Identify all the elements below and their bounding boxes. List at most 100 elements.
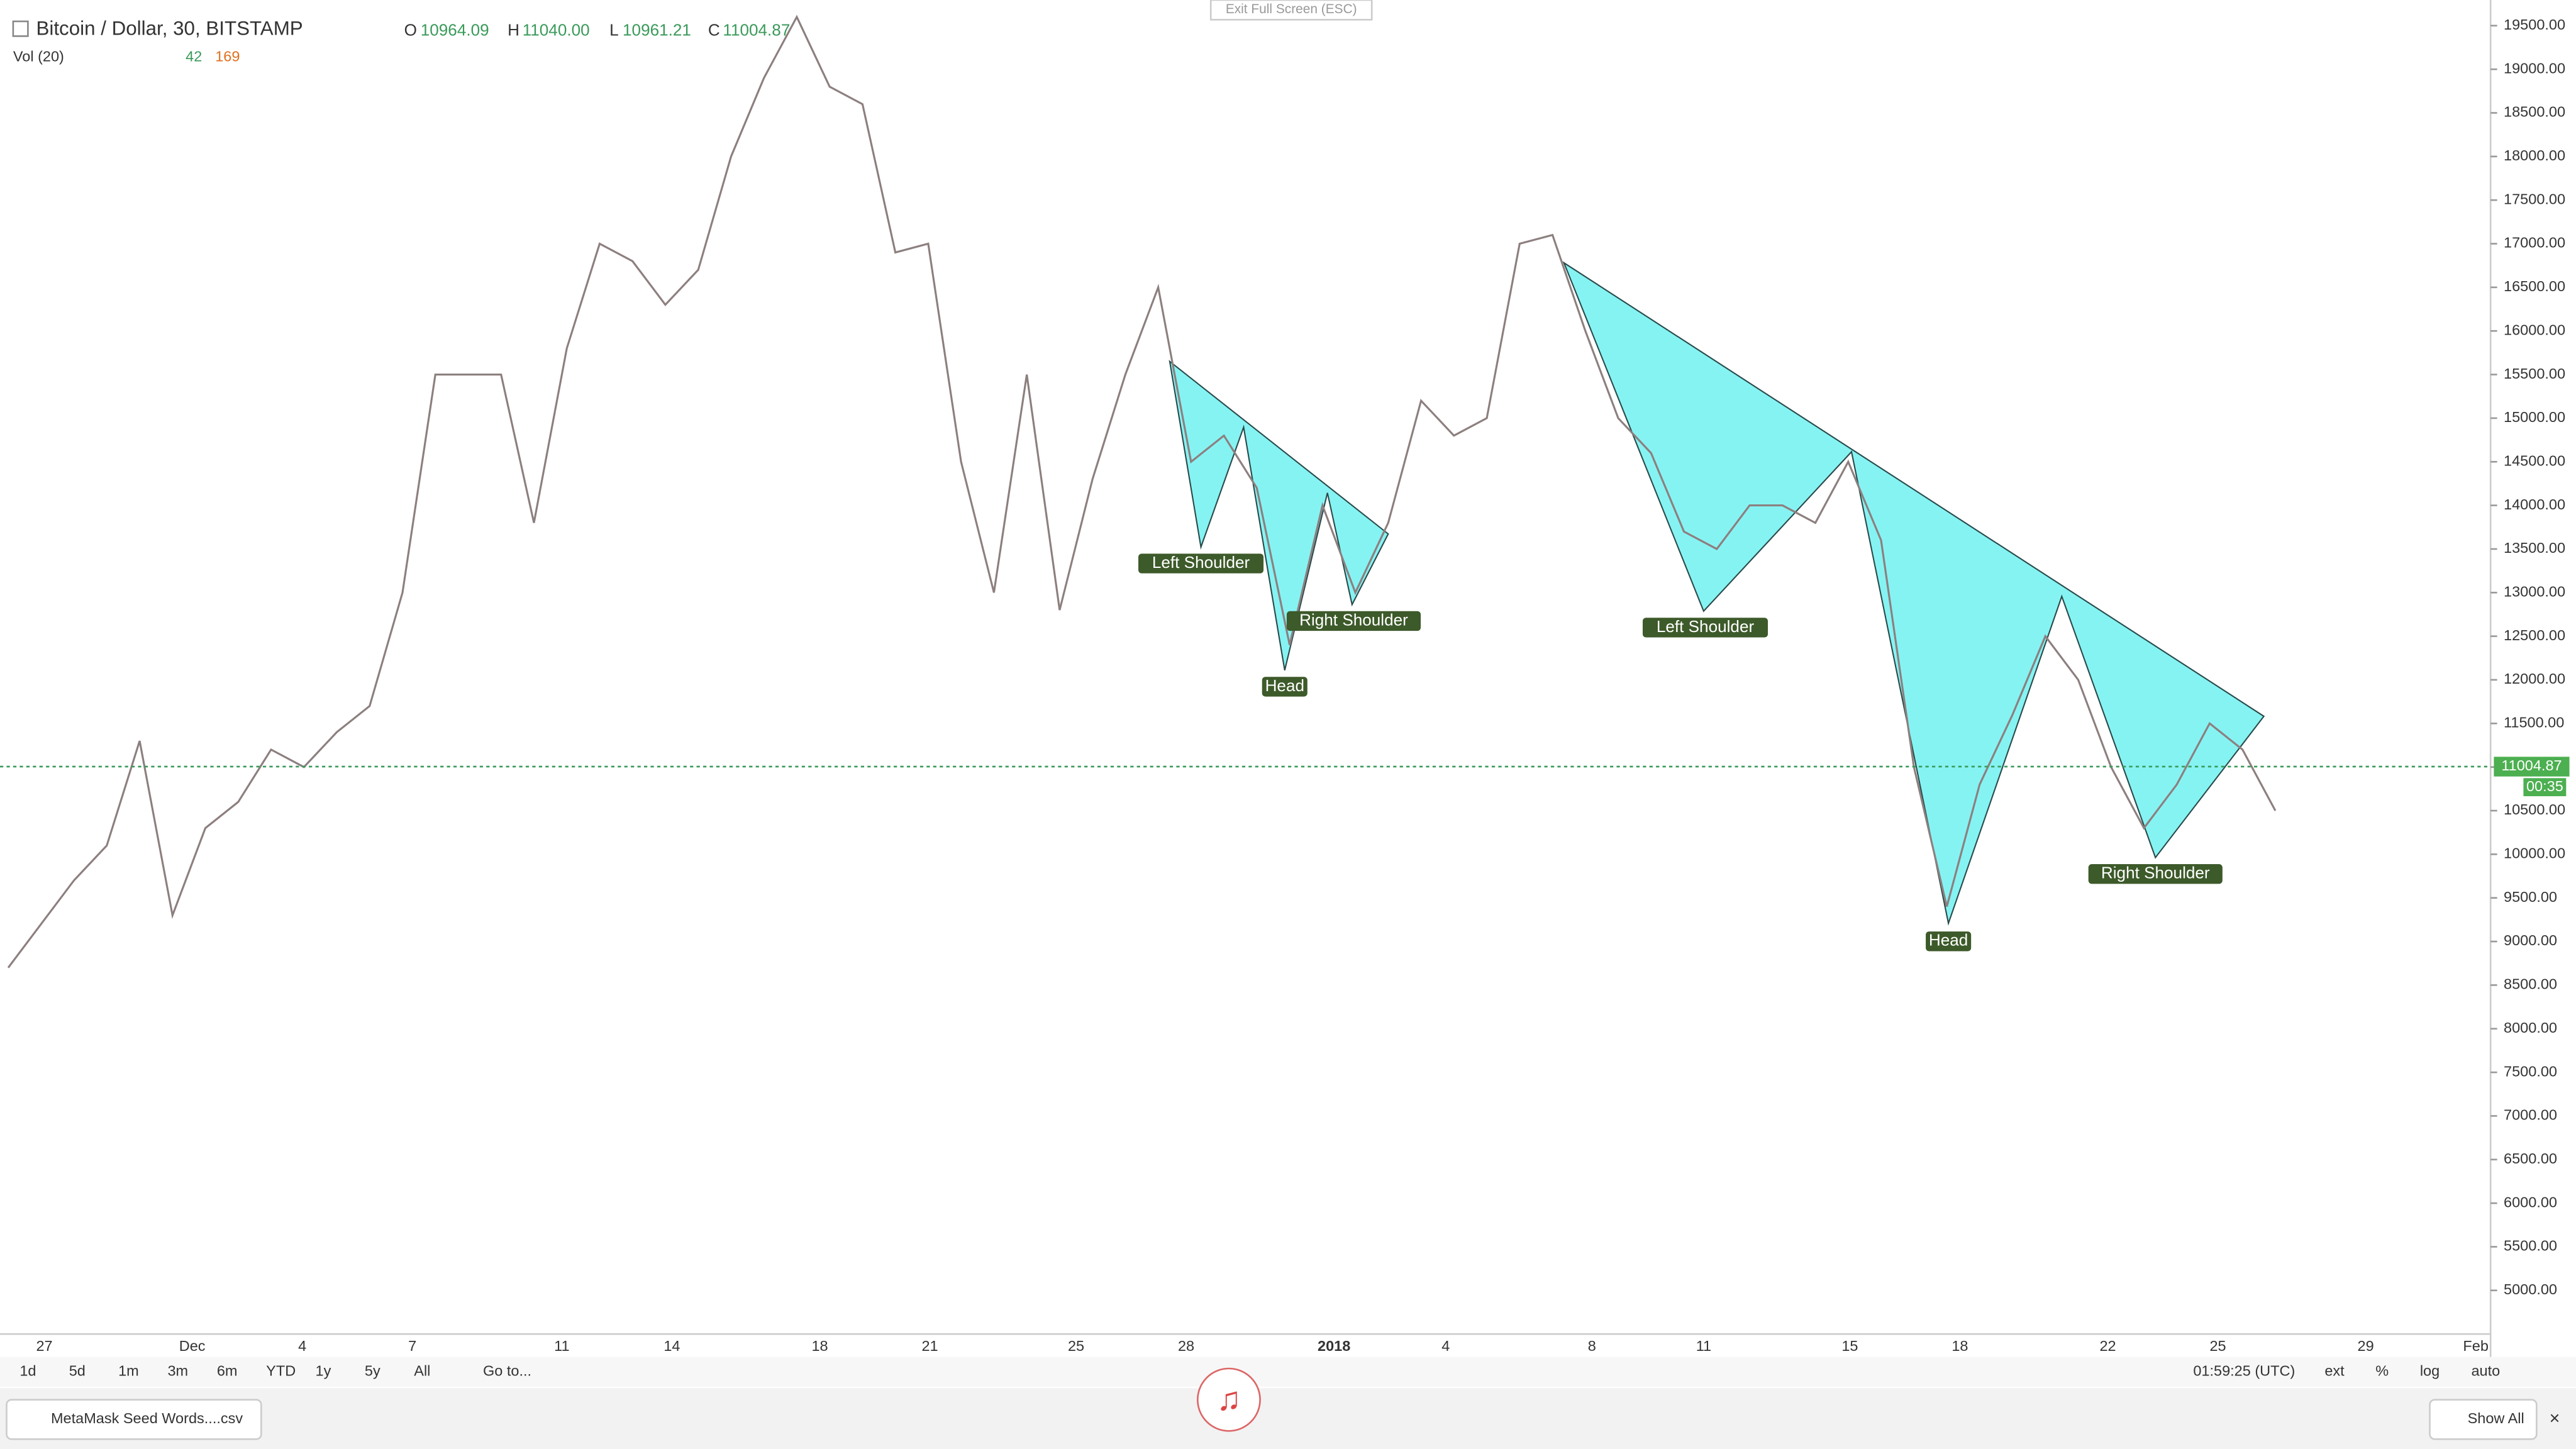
x-tick-label: 11	[554, 1338, 569, 1354]
range-button[interactable]: 1d	[19, 1362, 36, 1379]
x-tick-label: 18	[1951, 1338, 1968, 1354]
x-tick-label: Feb	[2463, 1338, 2489, 1354]
x-tick-label: 25	[2209, 1338, 2226, 1354]
range-button[interactable]: YTD	[266, 1362, 296, 1379]
pattern-label-box	[1262, 677, 1307, 697]
x-tick-label: 2018	[1318, 1338, 1350, 1354]
y-tick-label: 16500.00	[2504, 278, 2565, 294]
y-tick-label: 10500.00	[2504, 801, 2565, 818]
option-button[interactable]: auto	[2471, 1362, 2500, 1379]
x-tick-label: 11	[1696, 1338, 1711, 1354]
pattern-fill	[1562, 261, 2265, 926]
c-label: C	[708, 21, 720, 40]
x-tick-label: Dec	[179, 1338, 206, 1354]
volume-ma: 169	[215, 48, 240, 65]
itunes-glyph: ♫	[1216, 1381, 1241, 1418]
x-tick-label: 7	[408, 1338, 416, 1354]
option-button[interactable]: log	[2420, 1362, 2440, 1379]
y-tick-label: 18500.00	[2504, 104, 2565, 120]
countdown-box	[2523, 778, 2567, 797]
download-item[interactable]	[6, 1399, 262, 1440]
show-all-label: Show All	[2468, 1410, 2524, 1426]
y-tick-label: 17500.00	[2504, 191, 2565, 207]
y-tick-label: 7500.00	[2504, 1063, 2557, 1079]
y-tick-label: 10000.00	[2504, 845, 2565, 862]
itunes-icon[interactable]	[1197, 1367, 1261, 1432]
exit-fullscreen[interactable]	[1209, 0, 1373, 21]
range-button[interactable]: 5y	[365, 1362, 380, 1379]
range-button[interactable]: All	[414, 1362, 430, 1379]
x-tick-label: 29	[2358, 1338, 2374, 1354]
pattern-label: Left Shoulder	[1152, 553, 1250, 572]
range-button[interactable]: 1y	[316, 1362, 331, 1379]
last-price-label: 11004.87	[2501, 757, 2562, 774]
pattern-label-box	[1642, 618, 1768, 638]
price-trace	[7, 14, 2277, 969]
option-button[interactable]: %	[2375, 1362, 2389, 1379]
volume-value: 42	[186, 48, 202, 65]
y-tick-label: 11500.00	[2504, 714, 2564, 731]
high: 11040.00	[523, 21, 590, 40]
x-tick-label: 8	[1588, 1338, 1596, 1354]
y-tick-label: 5500.00	[2504, 1238, 2557, 1254]
pattern-label-box	[1286, 611, 1421, 631]
toolbar-bg	[0, 1357, 2576, 1387]
last-price-box	[2494, 757, 2570, 777]
close-bar[interactable]: ×	[2550, 1409, 2560, 1429]
pattern-label: Left Shoulder	[1657, 617, 1755, 636]
header: Bitcoin / Dollar, 30, BITSTAMP O 10964.0…	[12, 0, 1373, 65]
pattern-fill	[1169, 360, 1389, 671]
pattern-label: Right Shoulder	[2101, 863, 2210, 882]
y-tick-label: 8500.00	[2504, 976, 2557, 992]
goto-button[interactable]: Go to...	[483, 1362, 531, 1379]
show-all[interactable]	[2429, 1399, 2538, 1440]
y-tick-label: 5000.00	[2504, 1281, 2557, 1297]
y-tick-label: 12000.00	[2504, 670, 2565, 687]
y-tick-label: 9000.00	[2504, 932, 2557, 948]
collapse-icon[interactable]	[12, 20, 29, 37]
open: 10964.09	[421, 21, 489, 40]
y-tick-label: 19000.00	[2504, 60, 2565, 76]
countdown: 00:35	[2526, 778, 2563, 794]
x-tick-label: 18	[811, 1338, 828, 1354]
bottom-toolbar: 1d 5d 1m 3m 6m YTD 1y 5y All Go to... 01:59:25 (UT…	[0, 1357, 2576, 1387]
y-tick-label: 6000.00	[2504, 1194, 2557, 1210]
l-label: L	[609, 21, 619, 40]
plot: 19500.00 19000.00 18500.00 18000.00 17500.00…	[0, 14, 2570, 1354]
y-tick-label: 19500.00	[2504, 16, 2565, 33]
pattern-label-box	[1926, 931, 1972, 952]
x-tick-label: 15	[1841, 1338, 1858, 1354]
y-tick-label: 15000.00	[2504, 409, 2565, 425]
y-tick-label: 17000.00	[2504, 235, 2565, 251]
symbol: Bitcoin / Dollar, 30, BITSTAMP	[36, 17, 303, 39]
h-label: H	[508, 21, 519, 40]
clock: 01:59:25 (UTC)	[2193, 1362, 2295, 1379]
o-label: O	[404, 21, 417, 40]
download-bar-bg	[0, 1388, 2576, 1449]
y-tick-label: 9500.00	[2504, 889, 2557, 905]
range-button[interactable]: 5d	[69, 1362, 86, 1379]
y-tick-label: 18000.00	[2504, 147, 2565, 164]
pattern-label-box	[1138, 553, 1264, 574]
pattern-label: Right Shoulder	[1299, 610, 1408, 629]
download-bar: MetaMask Seed Words....csv ♫ Show All ×	[0, 1367, 2576, 1449]
y-tick-label: 14500.00	[2504, 452, 2565, 469]
y-tick-label: 13500.00	[2504, 540, 2565, 556]
pattern-label: Head	[1265, 676, 1304, 695]
y-tick-label: 6500.00	[2504, 1150, 2557, 1167]
pattern-label: Head	[1929, 931, 1968, 950]
range-button[interactable]: 3m	[167, 1362, 188, 1379]
y-tick-label: 8000.00	[2504, 1019, 2557, 1036]
option-button[interactable]: ext	[2324, 1362, 2345, 1379]
x-tick-label: 27	[36, 1338, 52, 1354]
volume-study: Vol (20)	[13, 48, 64, 65]
close: 11004.87	[723, 21, 790, 40]
y-tick-label: 13000.00	[2504, 583, 2565, 599]
range-button[interactable]: 6m	[217, 1362, 238, 1379]
y-tick-label: 12500.00	[2504, 627, 2565, 643]
y-tick-label: 7000.00	[2504, 1107, 2557, 1123]
x-tick-label: 25	[1068, 1338, 1084, 1354]
range-button[interactable]: 1m	[118, 1362, 139, 1379]
